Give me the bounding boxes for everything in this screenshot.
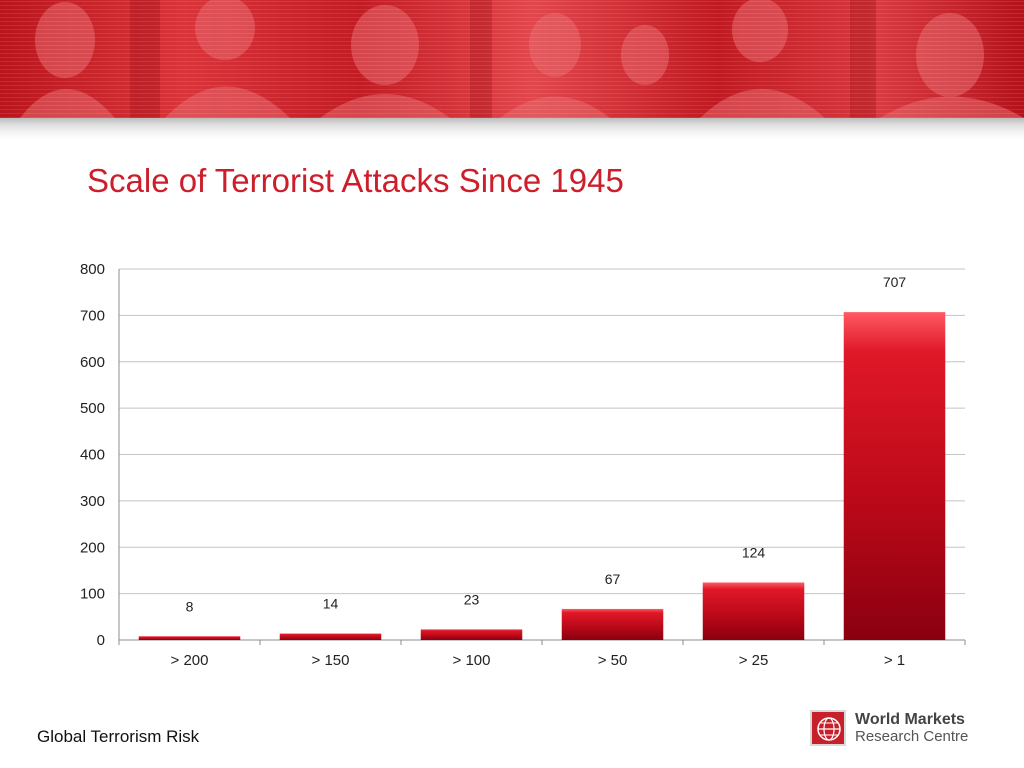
logo-line1: World Markets: [855, 711, 965, 728]
bar: [843, 312, 946, 640]
y-tick-label: 600: [80, 354, 105, 371]
y-tick-label: 100: [80, 586, 105, 603]
company-logo: World Markets Research Centre: [810, 710, 1000, 750]
y-tick-label: 700: [80, 307, 105, 324]
footer-text: Global Terrorism Risk: [37, 727, 200, 746]
bar: [561, 608, 664, 640]
data-label: 23: [464, 591, 480, 607]
bars: [138, 312, 946, 640]
header-banner: [0, 0, 1024, 118]
y-tick-label: 500: [80, 400, 105, 417]
banner-shadow: [0, 118, 1024, 140]
data-label: 8: [186, 598, 194, 614]
x-category-label: > 50: [598, 652, 628, 669]
bar: [702, 582, 805, 640]
data-label: 124: [742, 544, 766, 560]
x-category-label: > 200: [171, 652, 209, 669]
data-label: 707: [883, 274, 907, 290]
data-label: 67: [605, 571, 621, 587]
y-tick-label: 0: [97, 632, 105, 649]
y-tick-label: 800: [80, 261, 105, 278]
x-category-label: > 150: [312, 652, 350, 669]
grid-lines: [119, 268, 965, 595]
banner-photo-montage: [20, 0, 1024, 118]
logo-line2: Research Centre: [855, 728, 969, 745]
x-category-label: > 1: [884, 652, 905, 669]
globe-icon: [810, 710, 846, 746]
bar: [279, 633, 382, 640]
bar: [138, 636, 241, 640]
data-labels: 8 14 23 67 124 707: [186, 274, 907, 614]
x-axis-category-labels: > 200 > 150 > 100 > 50 > 25 > 1: [171, 652, 906, 669]
y-tick-label: 200: [80, 539, 105, 556]
axes: [118, 269, 966, 645]
y-tick-label: 400: [80, 447, 105, 464]
x-category-label: > 100: [453, 652, 491, 669]
y-axis-tick-labels: 0 100 200 300 400 500 600 700 800: [80, 261, 105, 649]
bar: [420, 629, 523, 640]
slide-title: Scale of Terrorist Attacks Since 1945: [87, 162, 624, 199]
y-tick-label: 300: [80, 493, 105, 510]
data-label: 14: [323, 596, 339, 612]
x-category-label: > 25: [739, 652, 769, 669]
